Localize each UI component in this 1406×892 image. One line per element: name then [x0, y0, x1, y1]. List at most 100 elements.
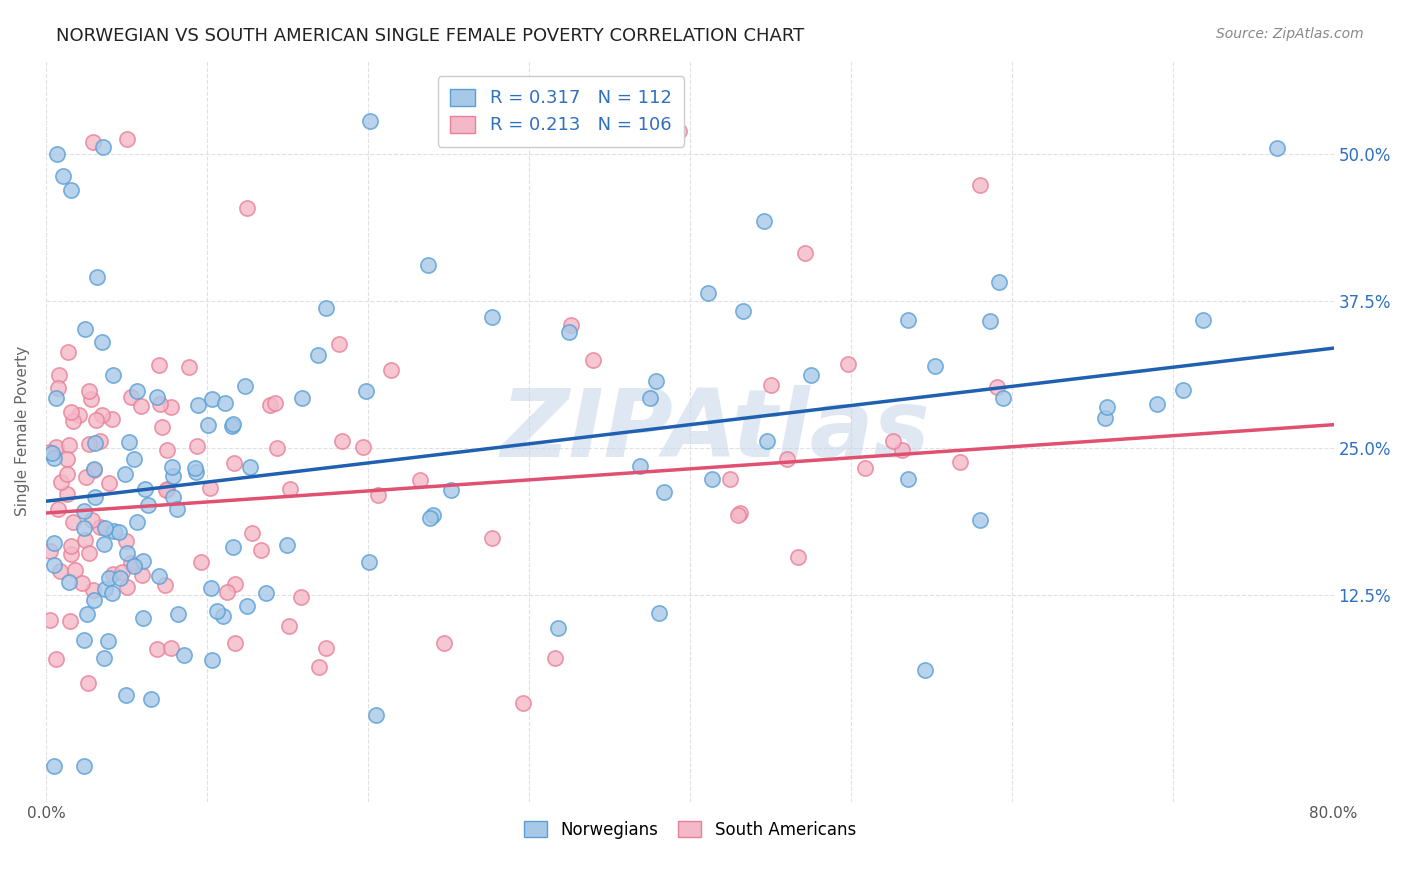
Point: [45, 652, 67, 666]
Point: [914, 663, 936, 677]
Point: [419, 511, 441, 525]
Point: [352, 441, 374, 455]
Point: [409, 473, 432, 487]
Point: [46, 381, 69, 395]
Point: [115, 581, 138, 595]
Point: [52, 169, 75, 184]
Point: [759, 378, 782, 392]
Point: [730, 506, 752, 520]
Point: [114, 534, 136, 549]
Point: [1146, 397, 1168, 411]
Point: [83, 462, 105, 476]
Point: [166, 607, 188, 621]
Point: [263, 396, 285, 410]
Point: [155, 483, 177, 497]
Point: [42, 558, 65, 572]
Point: [648, 606, 671, 620]
Point: [291, 392, 314, 406]
Point: [80, 392, 103, 406]
Point: [141, 692, 163, 706]
Point: [108, 571, 131, 585]
Point: [628, 459, 651, 474]
Point: [201, 653, 224, 667]
Point: [60, 547, 83, 561]
Point: [891, 443, 914, 458]
Point: [84, 490, 107, 504]
Legend: Norwegians, South Americans: Norwegians, South Americans: [517, 814, 863, 846]
Point: [214, 396, 236, 410]
Point: [115, 132, 138, 146]
Point: [969, 178, 991, 193]
Point: [89, 434, 111, 448]
Point: [166, 501, 188, 516]
Point: [149, 397, 172, 411]
Point: [125, 515, 148, 529]
Point: [89, 520, 111, 534]
Point: [63, 563, 86, 577]
Point: [249, 543, 271, 558]
Point: [103, 566, 125, 581]
Point: [1094, 411, 1116, 425]
Point: [94, 582, 117, 596]
Point: [41, 446, 63, 460]
Point: [357, 555, 380, 569]
Point: [290, 590, 312, 604]
Point: [134, 482, 156, 496]
Point: [118, 434, 141, 449]
Point: [718, 472, 741, 486]
Point: [278, 482, 301, 496]
Point: [67, 408, 90, 422]
Point: [111, 566, 134, 580]
Point: [132, 554, 155, 568]
Point: [201, 392, 224, 407]
Point: [83, 462, 105, 476]
Point: [131, 567, 153, 582]
Point: [315, 640, 337, 655]
Point: [75, 470, 97, 484]
Point: [38, 445, 60, 459]
Point: [46, 502, 69, 516]
Point: [837, 357, 859, 371]
Point: [156, 482, 179, 496]
Point: [560, 318, 582, 332]
Point: [221, 418, 243, 433]
Point: [48, 368, 70, 382]
Point: [49, 564, 72, 578]
Point: [75, 322, 97, 336]
Point: [233, 379, 256, 393]
Point: [90, 334, 112, 349]
Point: [800, 368, 823, 383]
Point: [359, 114, 381, 128]
Point: [93, 521, 115, 535]
Point: [93, 537, 115, 551]
Point: [39, 544, 62, 558]
Point: [77, 436, 100, 450]
Point: [159, 400, 181, 414]
Point: [62, 515, 84, 529]
Point: [51, 475, 73, 489]
Point: [84, 413, 107, 427]
Point: [76, 607, 98, 622]
Point: [73, 533, 96, 548]
Point: [91, 140, 114, 154]
Text: Source: ZipAtlas.com: Source: ZipAtlas.com: [1216, 27, 1364, 41]
Point: [481, 531, 503, 545]
Point: [307, 348, 329, 362]
Point: [46, 147, 69, 161]
Point: [543, 651, 565, 665]
Point: [173, 648, 195, 662]
Point: [924, 359, 946, 373]
Point: [200, 481, 222, 495]
Point: [59, 183, 82, 197]
Point: [512, 696, 534, 710]
Point: [328, 336, 350, 351]
Point: [440, 483, 463, 497]
Point: [60, 539, 83, 553]
Point: [125, 384, 148, 398]
Point: [45, 440, 67, 454]
Point: [77, 384, 100, 399]
Point: [882, 434, 904, 448]
Point: [266, 441, 288, 455]
Point: [77, 676, 100, 690]
Point: [56, 452, 79, 467]
